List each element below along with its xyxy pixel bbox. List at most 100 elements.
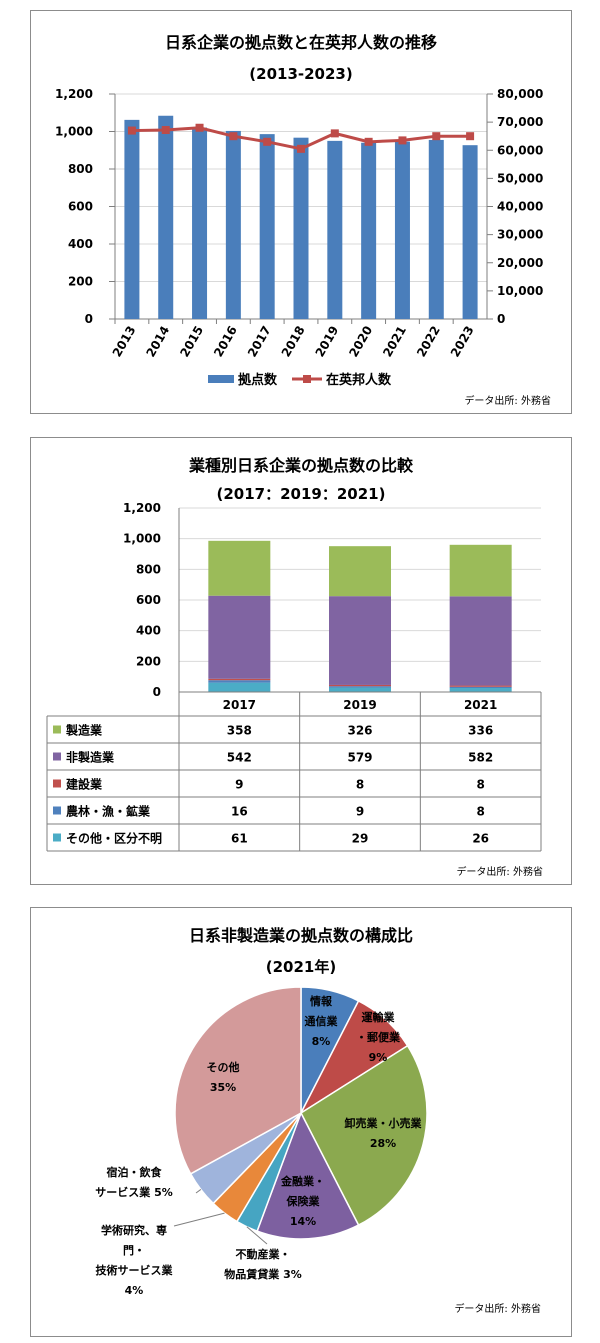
right-tick-label: 10,000 (497, 284, 543, 298)
right-tick-label: 70,000 (497, 115, 543, 129)
left-tick-label: 1,200 (55, 87, 93, 101)
table-cell: 8 (476, 805, 484, 819)
table-legend-swatch (53, 752, 61, 761)
residents-marker-2023 (466, 132, 475, 141)
bar-segment-2019-0 (329, 546, 391, 597)
y-tick-label: 400 (136, 624, 161, 638)
residents-marker-2018 (297, 144, 305, 153)
pie-slice-7 (174, 986, 302, 1175)
chart-title: 業種別日系企業の拠点数の比較 (188, 456, 414, 475)
bar-segment-2017-3 (208, 680, 271, 683)
bar-bases-2022 (428, 139, 444, 319)
pie-label-1: ・郵便業 (356, 1030, 401, 1044)
bar-segment-2021-0 (449, 544, 512, 597)
left-tick-label: 0 (85, 312, 93, 326)
pie-slice-2 (300, 1044, 428, 1227)
table-cell: 579 (347, 751, 372, 765)
leader-line-5 (173, 1212, 225, 1227)
table-cell: 9 (235, 778, 243, 792)
table-row-label: その他・区分不明 (66, 831, 162, 846)
bar-segment-2017-4 (208, 682, 271, 692)
chart-panel-3: 日系非製造業の拠点数の構成比 (2021年) 情報 通信業 8% 運輸業 ・郵便業 9% 卸… (30, 907, 572, 1337)
pie-label-6: 宿泊・飲食 (107, 1165, 163, 1179)
x-tick-label: 2020 (346, 324, 375, 360)
chart-subtitle: (2013-2023) (249, 65, 352, 83)
residents-marker-2015 (195, 123, 204, 132)
pie-label-2: 卸売業・小売業 (345, 1116, 423, 1130)
legend-swatch-bases (208, 375, 234, 383)
x-tick-label: 2019 (313, 324, 342, 360)
pie-label-3: 保険業 (286, 1194, 321, 1208)
x-tick-label: 2013 (110, 324, 139, 360)
legend-label-residents: 在英邦人数 (326, 372, 392, 388)
pie-label-4: 不動産業・ (236, 1247, 291, 1261)
table-cell: 29 (352, 832, 369, 846)
bar-segment-2017-1 (208, 595, 271, 679)
bar-bases-2023 (462, 145, 478, 319)
pie-label-7: 35% (210, 1081, 236, 1094)
pie-label-2: 28% (370, 1137, 396, 1150)
legend: 拠点数 在英邦人数 (208, 372, 392, 388)
pie-label-5: 技術サービス業 (96, 1263, 174, 1277)
stacked-bar-chart: 業種別日系企業の拠点数の比較 (2017：2019：2021) 0 200 400 6… (46, 456, 543, 878)
y-tick-label: 600 (136, 593, 161, 607)
table-cell: 16 (231, 805, 248, 819)
legend-label-bases: 拠点数 (238, 372, 278, 388)
bar-segment-2017-0 (208, 540, 271, 596)
table-header-2019: 2019 (343, 698, 376, 712)
left-tick-label: 400 (68, 237, 93, 251)
table-cell: 9 (356, 805, 364, 819)
pie-label-6: サービス業 5% (95, 1185, 173, 1199)
right-tick-label: 60,000 (497, 143, 543, 157)
pie-label-3: 14% (290, 1215, 316, 1228)
table-cell: 61 (231, 832, 248, 846)
table-cell: 326 (347, 724, 372, 738)
x-tick-label: 2015 (177, 324, 206, 360)
y-tick-label: 800 (136, 562, 161, 576)
right-tick-label: 40,000 (497, 200, 543, 214)
chart-title: 日系非製造業の拠点数の構成比 (189, 926, 413, 945)
chart-panel-1: 日系企業の拠点数と在英邦人数の推移 (2013-2023) 0 200 400 600… (30, 10, 572, 414)
bar-bases-2021 (394, 141, 410, 319)
bar-segment-2019-4 (329, 687, 391, 692)
left-tick-label: 600 (68, 200, 93, 214)
table-header-2017: 2017 (223, 698, 256, 712)
chart-subtitle: (2017：2019：2021) (217, 485, 386, 503)
pie-label-5: 学術研究、専 (101, 1223, 167, 1237)
pie-label-7: その他 (207, 1060, 240, 1074)
pie-label-0: 8% (312, 1035, 331, 1048)
y-tick-label: 1,000 (123, 532, 161, 546)
source-note: データ出所: 外務省 (456, 865, 543, 878)
table-row-label: 建設業 (65, 777, 103, 792)
bar-segment-2019-2 (329, 684, 391, 687)
bar-segment-2021-1 (449, 596, 512, 686)
bar-segment-2019-1 (329, 596, 391, 685)
bar-segment-2021-2 (449, 685, 512, 687)
bar-segment-2021-4 (449, 688, 512, 692)
chart-title: 日系企業の拠点数と在英邦人数の推移 (165, 33, 437, 52)
bar-bases-2020 (361, 142, 377, 319)
x-tick-label: 2018 (279, 324, 308, 360)
right-tick-label: 50,000 (497, 171, 543, 185)
x-tick-label: 2022 (414, 324, 443, 360)
right-tick-label: 20,000 (497, 256, 543, 270)
table-row-label: 農林・漁・鉱業 (66, 804, 151, 819)
residents-marker-2020 (364, 137, 373, 146)
y-tick-label: 200 (136, 654, 161, 668)
bar-bases-2017 (259, 134, 275, 319)
source-note: データ出所: 外務省 (454, 1302, 541, 1315)
chart-subtitle: (2021年) (266, 958, 336, 976)
table-cell: 26 (472, 832, 489, 846)
x-tick-label: 2021 (380, 324, 409, 360)
bar-bases-2013 (124, 119, 140, 319)
pie-label-0: 通信業 (305, 1014, 339, 1028)
table-row-label: 製造業 (65, 723, 103, 738)
source-note: データ出所: 外務省 (464, 394, 551, 407)
bar-segment-2021-3 (449, 686, 512, 689)
leader-line-6 (195, 1189, 202, 1194)
residents-marker-2019 (330, 129, 339, 138)
bar-bases-2016 (225, 130, 241, 319)
table-legend-swatch (53, 806, 61, 815)
residents-marker-2017 (263, 137, 272, 146)
pie-label-1: 運輸業 (362, 1010, 396, 1024)
